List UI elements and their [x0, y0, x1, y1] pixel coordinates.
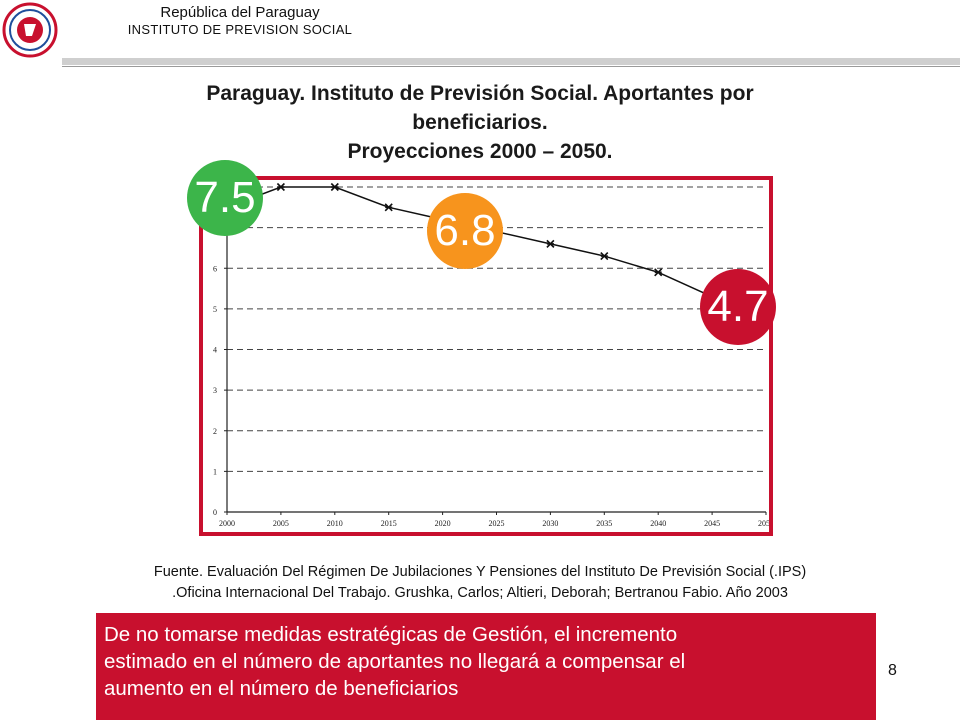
data-point	[546, 239, 555, 248]
x-tick-label: 2025	[489, 519, 505, 528]
badge-start-value: 7.5	[187, 160, 263, 236]
callout-line-1: De no tomarse medidas estratégicas de Ge…	[104, 623, 678, 646]
data-point	[600, 251, 609, 261]
badge-end-value: 4.7	[700, 269, 776, 345]
slide-title: Paraguay. Instituto de Previsión Social.…	[80, 79, 880, 166]
page-number: 8	[888, 662, 897, 679]
title-line-1: Paraguay. Instituto de Previsión Social.…	[206, 82, 754, 105]
x-tick-label: 2050	[758, 519, 769, 528]
country-name: República del Paraguay	[160, 4, 320, 21]
x-tick-label: 2035	[596, 519, 612, 528]
x-tick-label: 2000	[219, 519, 235, 528]
x-tick-label: 2030	[542, 519, 558, 528]
callout-line-3: aumento en el número de beneficiarios	[104, 677, 459, 700]
source-note: Fuente. Evaluación Del Régimen De Jubila…	[60, 562, 900, 604]
y-tick-label: 4	[213, 346, 217, 355]
data-point	[384, 203, 393, 212]
data-point	[276, 182, 285, 192]
ips-logo	[2, 2, 58, 58]
badge-middle-value: 6.8	[427, 193, 503, 269]
x-tick-label: 2045	[704, 519, 720, 528]
y-tick-label: 0	[213, 508, 217, 517]
x-tick-label: 2005	[273, 519, 289, 528]
source-line-1: Fuente. Evaluación Del Régimen De Jubila…	[153, 564, 807, 580]
y-tick-label: 5	[213, 305, 217, 314]
x-tick-label: 2010	[327, 519, 343, 528]
y-tick-label: 1	[213, 467, 217, 476]
data-point	[330, 182, 339, 192]
organization-header: República del Paraguay INSTITUTO DE PREV…	[90, 4, 390, 38]
x-tick-label: 2040	[650, 519, 666, 528]
y-tick-label: 2	[213, 427, 217, 436]
series-line	[226, 186, 767, 322]
data-point	[654, 268, 663, 277]
header-divider	[62, 58, 960, 65]
title-line-3: Proyecciones 2000 – 2050.	[347, 140, 613, 163]
conclusion-callout: De no tomarse medidas estratégicas de Ge…	[96, 613, 876, 720]
callout-line-2: estimado en el número de aportantes no l…	[104, 650, 686, 673]
y-tick-label: 3	[213, 386, 217, 395]
institution-name: INSTITUTO DE PREVISION SOCIAL	[127, 22, 353, 37]
x-tick-label: 2020	[435, 519, 451, 528]
y-tick-label: 6	[213, 264, 217, 273]
header-divider-line	[62, 66, 960, 67]
title-line-2: beneficiarios.	[412, 111, 548, 134]
x-tick-label: 2015	[381, 519, 397, 528]
source-line-2: .Oficina Internacional Del Trabajo. Grus…	[172, 585, 788, 601]
